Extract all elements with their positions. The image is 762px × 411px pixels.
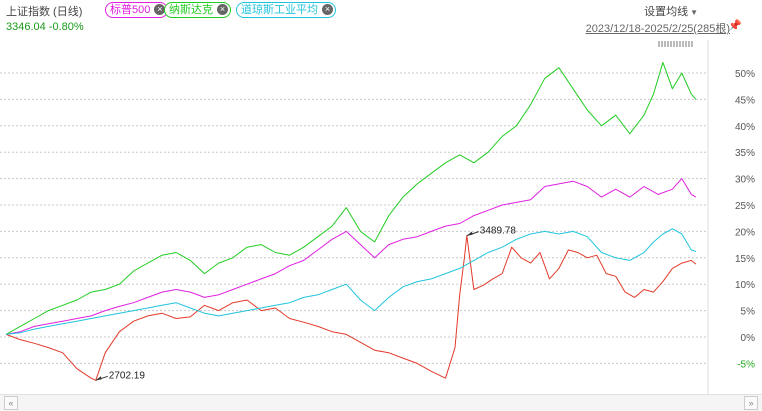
close-icon[interactable]: ×: [217, 4, 228, 15]
ma-settings-label: 设置均线: [644, 6, 689, 18]
date-range-link[interactable]: 2023/12/18-2025/2/25(285根): [585, 23, 730, 35]
compare-tag-sp500[interactable]: 标普500 ×: [105, 2, 169, 18]
y-tick-label: 50%: [735, 69, 755, 80]
mini-toolbar[interactable]: [658, 41, 694, 47]
y-tick-label: -5%: [737, 359, 755, 370]
pin-icon[interactable]: 📌: [728, 20, 742, 32]
y-tick-label: 0%: [741, 333, 756, 344]
series-line-2: [5, 61, 697, 335]
series-line-3: [5, 228, 697, 335]
close-icon[interactable]: ×: [322, 4, 333, 15]
y-tick-label: 10%: [735, 280, 755, 291]
close-icon[interactable]: ×: [154, 4, 166, 15]
chevron-down-icon: ▼: [690, 8, 698, 17]
compare-tag-dow[interactable]: 道琼斯工业平均 ×: [236, 2, 336, 18]
scroll-right-icon[interactable]: »: [744, 396, 758, 410]
index-title: 上证指数 (日线): [6, 6, 83, 18]
compare-tag-label: 道琼斯工业平均: [241, 4, 318, 16]
time-scrollbar[interactable]: [0, 394, 762, 411]
comparison-chart[interactable]: 50%45%40%35%30%25%20%15%10%5%0%-5%202402…: [0, 0, 762, 394]
series-line-1: [5, 178, 697, 335]
annotation-label: 3489.78: [480, 226, 517, 237]
compare-tag-nasdaq[interactable]: 纳斯达克 ×: [164, 2, 231, 18]
y-tick-label: 5%: [741, 307, 756, 318]
y-tick-label: 45%: [735, 95, 755, 106]
y-tick-label: 25%: [735, 201, 755, 212]
y-tick-label: 40%: [735, 122, 755, 133]
annotation-arrowhead: [95, 376, 102, 381]
annotation-arrowhead: [466, 231, 473, 236]
y-tick-label: 35%: [735, 148, 755, 159]
y-tick-label: 30%: [735, 175, 755, 186]
ma-settings-button[interactable]: 设置均线 ▼: [644, 3, 698, 19]
compare-tag-label: 纳斯达克: [169, 4, 213, 16]
annotation-label: 2702.19: [109, 370, 146, 381]
series-line-0: [5, 235, 697, 381]
y-tick-label: 20%: [735, 227, 755, 238]
index-quote: 3346.04 -0.80%: [6, 21, 84, 33]
y-tick-label: 15%: [735, 254, 755, 265]
compare-tag-label: 标普500: [110, 4, 151, 16]
chart-header: 上证指数 (日线) 标普500 × 纳斯达克 × 道琼斯工业平均 × 3346.04 …: [0, 0, 762, 40]
scroll-left-icon[interactable]: «: [4, 396, 18, 410]
